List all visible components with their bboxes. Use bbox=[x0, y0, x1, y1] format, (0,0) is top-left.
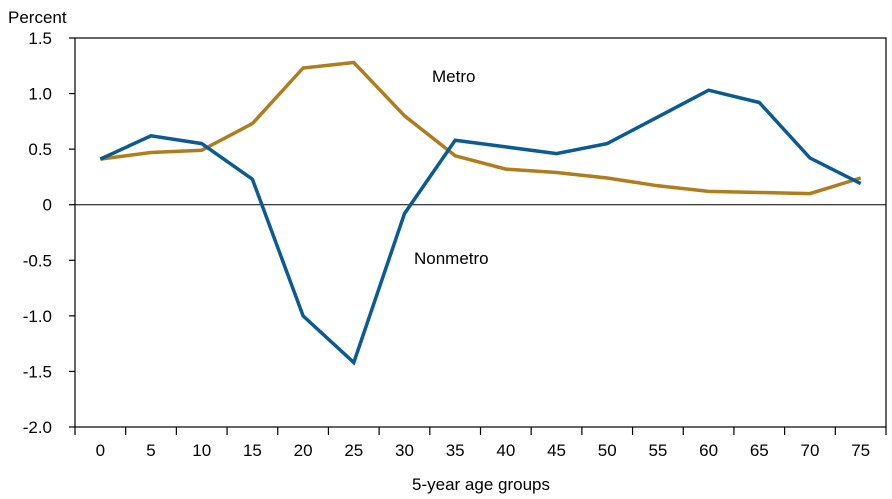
y-tick-label: -2.0 bbox=[23, 418, 52, 437]
x-tick-label: 0 bbox=[96, 441, 105, 460]
x-tick-label: 60 bbox=[699, 441, 718, 460]
series-labels: Metro Nonmetro bbox=[414, 67, 489, 268]
x-tick-label: 50 bbox=[598, 441, 617, 460]
y-tick-label: 0.5 bbox=[28, 140, 52, 159]
x-tick-label: 55 bbox=[648, 441, 667, 460]
x-tick-label: 75 bbox=[851, 441, 870, 460]
y-tick-label: -1.0 bbox=[23, 307, 52, 326]
x-tick-label: 5 bbox=[146, 441, 155, 460]
y-tick-label: 1.0 bbox=[28, 85, 52, 104]
series-line-nonmetro bbox=[99, 88, 862, 366]
y-axis: 1.5 1.0 0.5 0 -0.5 -1.0 -1.5 -2.0 bbox=[23, 29, 75, 437]
x-tick-label: 35 bbox=[446, 441, 465, 460]
y-tick-label: 0 bbox=[43, 196, 52, 215]
x-tick-label: 30 bbox=[395, 441, 414, 460]
series-label-nonmetro: Nonmetro bbox=[414, 249, 489, 268]
series-group bbox=[99, 60, 862, 366]
x-tick-label: 20 bbox=[294, 441, 313, 460]
x-tick-label: 25 bbox=[344, 441, 363, 460]
x-axis-title: 5-year age groups bbox=[412, 475, 550, 494]
x-tick-label: 40 bbox=[496, 441, 515, 460]
x-tick-label: 45 bbox=[547, 441, 566, 460]
y-tick-label: -1.5 bbox=[23, 362, 52, 381]
series-label-metro: Metro bbox=[432, 67, 475, 86]
x-tick-label: 10 bbox=[192, 441, 211, 460]
y-tick-label: -0.5 bbox=[23, 251, 52, 270]
y-axis-title: Percent bbox=[8, 8, 67, 27]
x-tick-label: 65 bbox=[750, 441, 769, 460]
plot-frame bbox=[74, 37, 887, 428]
x-tick-label: 70 bbox=[801, 441, 820, 460]
y-tick-label: 1.5 bbox=[28, 29, 52, 48]
x-tick-label: 15 bbox=[243, 441, 262, 460]
series-line-metro bbox=[100, 60, 862, 196]
x-axis: 0 5 10 15 20 25 30 35 40 45 50 55 60 65 70 75 bbox=[74, 427, 887, 460]
